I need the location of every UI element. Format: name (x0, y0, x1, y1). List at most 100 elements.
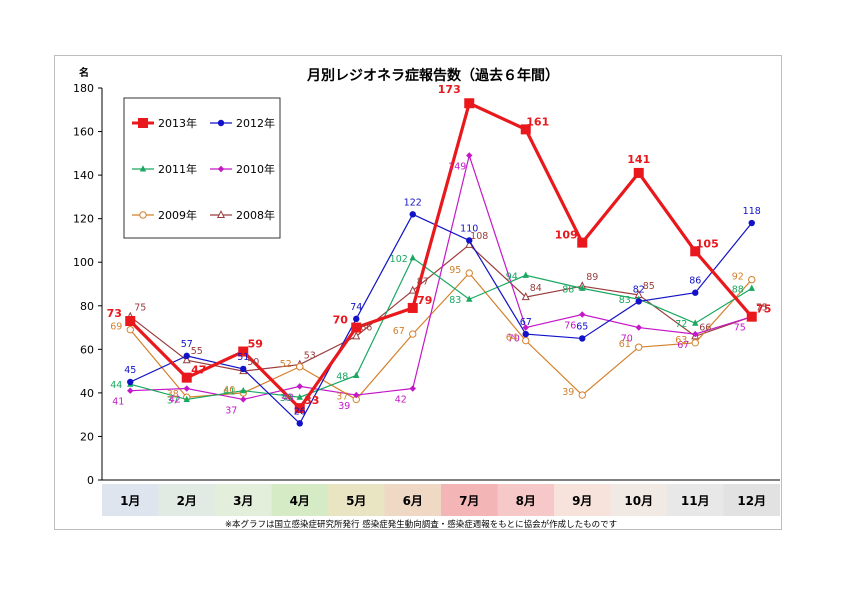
data-label: 95 (449, 265, 461, 276)
y-axis-label: 名 (79, 66, 89, 79)
x-tick-label: 9月 (572, 494, 592, 508)
data-label: 42 (169, 395, 181, 406)
data-label: 102 (390, 254, 408, 265)
x-tick-label: 3月 (233, 494, 253, 508)
series-line (130, 256, 753, 401)
data-point-marker (409, 254, 416, 261)
data-point-marker (296, 383, 303, 390)
data-label: 88 (562, 284, 574, 295)
data-label: 59 (248, 338, 263, 351)
data-label: 88 (732, 284, 744, 295)
y-tick-label: 140 (73, 169, 94, 182)
x-tick-label: 8月 (516, 494, 536, 508)
data-point-marker (521, 292, 530, 301)
x-category-band (215, 484, 272, 516)
data-point-marker (522, 336, 530, 345)
data-label: 76 (564, 320, 576, 331)
data-label: 66 (699, 322, 711, 333)
x-tick-label: 11月 (681, 494, 710, 508)
data-point-marker (466, 152, 473, 159)
data-point-marker (409, 330, 417, 338)
data-point-marker (139, 211, 147, 219)
data-label: 39 (338, 401, 350, 412)
data-point-marker (217, 165, 225, 173)
data-point-marker (182, 355, 191, 364)
x-category-band (384, 484, 441, 516)
legend-entry: 2008年 (236, 208, 275, 222)
data-point-marker (353, 371, 360, 379)
x-category-band (723, 484, 780, 516)
series-line (129, 272, 753, 401)
data-label: 75 (134, 303, 146, 314)
data-label: 85 (643, 281, 655, 292)
data-label: 51 (237, 352, 249, 363)
data-point-marker (352, 331, 361, 340)
data-label: 38 (280, 393, 292, 404)
data-point-marker (240, 396, 247, 403)
data-label: 57 (181, 339, 193, 350)
legend-entry: 2011年 (158, 162, 197, 176)
data-label: 161 (526, 115, 549, 128)
data-point-marker (690, 246, 701, 257)
data-point-marker (691, 339, 699, 347)
data-label: 105 (696, 237, 719, 250)
data-label: 63 (675, 335, 687, 346)
x-category-band (667, 484, 724, 516)
data-label: 43 (282, 392, 294, 403)
data-label: 83 (619, 295, 631, 306)
x-tick-label: 6月 (403, 494, 423, 508)
data-label: 75 (756, 303, 771, 316)
data-label: 66 (360, 322, 372, 333)
data-label: 75 (734, 323, 746, 334)
data-label: 83 (449, 295, 461, 306)
data-point-marker (216, 210, 226, 219)
data-point-marker (464, 98, 475, 109)
data-label: 42 (395, 395, 407, 406)
x-category-band (102, 484, 159, 516)
data-label: 149 (448, 162, 466, 173)
data-point-marker (692, 289, 699, 296)
data-label: 70 (621, 334, 633, 345)
data-label: 94 (506, 271, 518, 282)
data-point-marker (407, 302, 418, 313)
data-label: 55 (191, 346, 203, 357)
y-tick-label: 60 (80, 343, 94, 356)
x-category-band (271, 484, 328, 516)
data-label: 118 (743, 206, 761, 217)
data-point-marker (635, 298, 642, 305)
data-label: 50 (247, 357, 259, 368)
data-point-marker (692, 330, 699, 338)
data-label: 70 (333, 314, 349, 327)
data-point-marker (183, 352, 190, 360)
data-point-marker (465, 269, 473, 277)
data-label: 84 (530, 283, 542, 294)
data-label: 39 (562, 387, 574, 398)
data-point-marker (635, 324, 642, 331)
data-label: 79 (417, 294, 432, 307)
data-point-marker (183, 395, 190, 402)
data-point-marker (353, 391, 360, 399)
y-tick-label: 0 (87, 474, 94, 487)
data-point-marker (127, 378, 134, 386)
series-line (130, 153, 752, 401)
data-point-marker (692, 319, 699, 326)
legend-entry: 2010年 (236, 162, 275, 176)
data-label: 47 (191, 364, 206, 377)
data-point-marker (296, 363, 304, 371)
y-tick-label: 120 (73, 213, 94, 226)
data-point-marker (351, 322, 362, 333)
data-point-marker (522, 324, 529, 331)
x-tick-label: 4月 (290, 494, 310, 508)
x-category-band (328, 484, 385, 516)
series-line (129, 244, 752, 372)
data-point-marker (408, 285, 417, 294)
data-label: 41 (223, 387, 235, 398)
data-point-marker (409, 211, 416, 218)
data-point-marker (296, 393, 303, 400)
x-category-band (158, 484, 215, 516)
y-tick-label: 180 (73, 82, 94, 95)
x-tick-label: 5月 (346, 494, 366, 508)
data-label: 64 (506, 333, 518, 344)
y-tick-label: 160 (73, 126, 94, 139)
